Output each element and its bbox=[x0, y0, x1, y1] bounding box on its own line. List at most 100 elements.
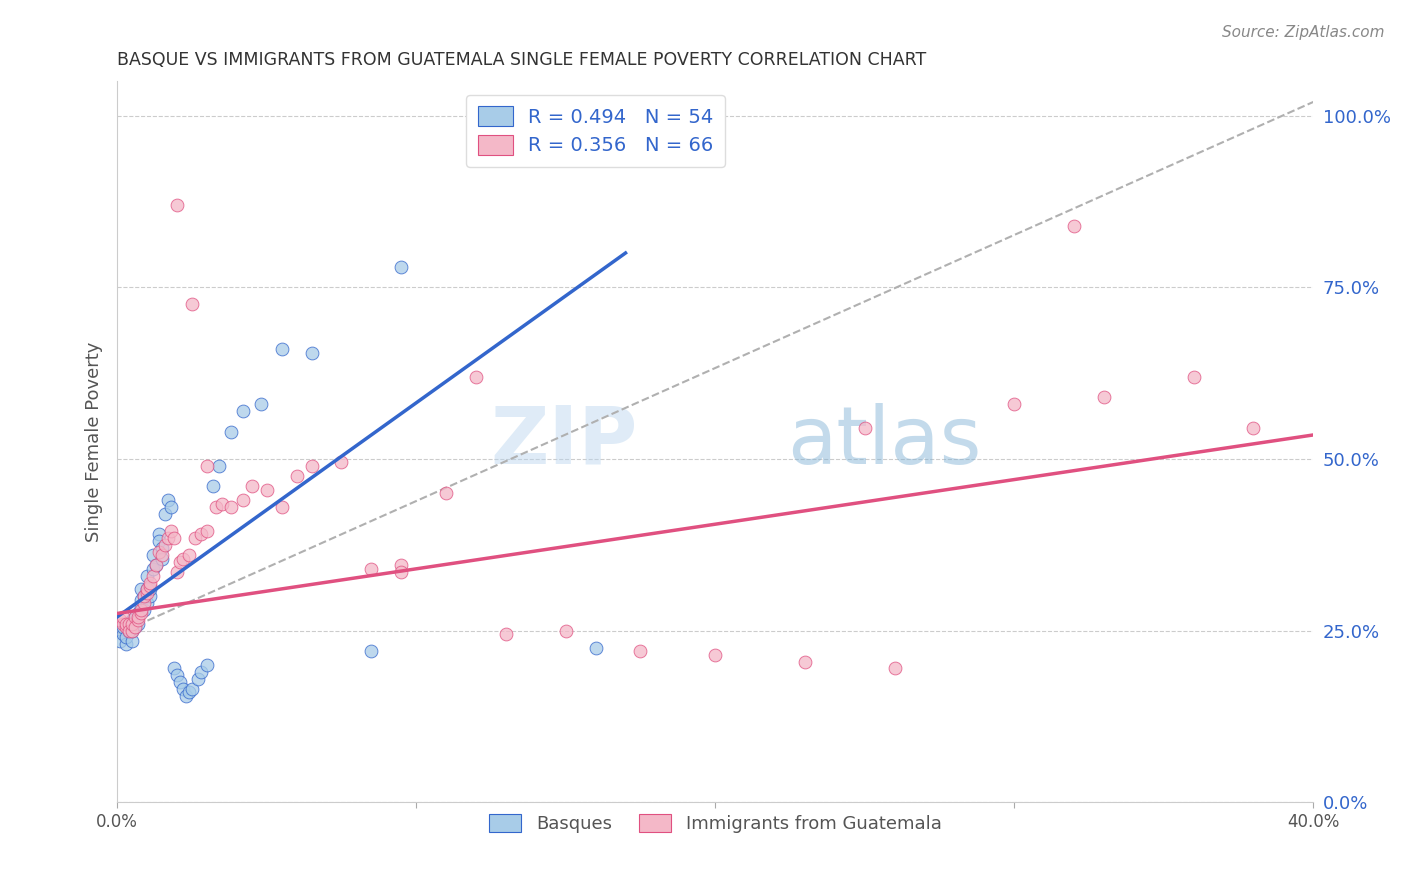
Point bbox=[285, 469, 308, 483]
Point bbox=[121, 613, 143, 627]
Point bbox=[129, 603, 152, 617]
Point bbox=[585, 640, 607, 655]
Point bbox=[145, 558, 167, 573]
Point bbox=[195, 657, 218, 672]
Point bbox=[195, 458, 218, 473]
Point bbox=[145, 558, 167, 573]
Point bbox=[136, 568, 159, 582]
Point bbox=[115, 637, 138, 651]
Point bbox=[153, 538, 176, 552]
Point bbox=[389, 558, 412, 573]
Point bbox=[118, 616, 141, 631]
Y-axis label: Single Female Poverty: Single Female Poverty bbox=[86, 342, 103, 542]
Point bbox=[219, 500, 242, 514]
Point bbox=[157, 531, 180, 545]
Point bbox=[184, 531, 207, 545]
Point bbox=[360, 644, 382, 658]
Point bbox=[132, 603, 155, 617]
Point bbox=[157, 493, 180, 508]
Point bbox=[169, 675, 191, 690]
Point bbox=[139, 589, 162, 603]
Point bbox=[127, 613, 149, 627]
Point bbox=[190, 665, 212, 679]
Point bbox=[301, 458, 323, 473]
Point bbox=[124, 610, 146, 624]
Point bbox=[118, 624, 141, 638]
Text: BASQUE VS IMMIGRANTS FROM GUATEMALA SINGLE FEMALE POVERTY CORRELATION CHART: BASQUE VS IMMIGRANTS FROM GUATEMALA SING… bbox=[117, 51, 927, 69]
Point bbox=[211, 497, 233, 511]
Point bbox=[136, 582, 159, 597]
Point bbox=[148, 544, 170, 558]
Point bbox=[465, 369, 488, 384]
Point bbox=[177, 548, 200, 562]
Point bbox=[187, 672, 209, 686]
Point bbox=[1182, 369, 1205, 384]
Point bbox=[195, 524, 218, 538]
Point bbox=[166, 566, 188, 580]
Point bbox=[160, 524, 183, 538]
Point bbox=[129, 607, 152, 621]
Text: atlas: atlas bbox=[787, 403, 981, 481]
Point bbox=[1063, 219, 1085, 233]
Point bbox=[160, 500, 183, 514]
Point bbox=[389, 566, 412, 580]
Point bbox=[112, 616, 135, 631]
Point bbox=[232, 404, 254, 418]
Point bbox=[256, 483, 278, 497]
Text: Source: ZipAtlas.com: Source: ZipAtlas.com bbox=[1222, 25, 1385, 40]
Point bbox=[181, 297, 204, 311]
Point bbox=[208, 458, 231, 473]
Point bbox=[177, 685, 200, 699]
Point bbox=[172, 551, 194, 566]
Point bbox=[121, 624, 143, 638]
Point bbox=[115, 616, 138, 631]
Point bbox=[118, 624, 141, 638]
Point bbox=[136, 596, 159, 610]
Point bbox=[129, 592, 152, 607]
Point bbox=[166, 198, 188, 212]
Point bbox=[172, 681, 194, 696]
Point bbox=[148, 527, 170, 541]
Point bbox=[121, 616, 143, 631]
Point bbox=[174, 689, 197, 703]
Point bbox=[124, 620, 146, 634]
Point bbox=[124, 620, 146, 634]
Point bbox=[142, 562, 165, 576]
Point bbox=[249, 397, 271, 411]
Point bbox=[1243, 421, 1265, 435]
Text: ZIP: ZIP bbox=[491, 403, 637, 481]
Point bbox=[127, 607, 149, 621]
Point bbox=[853, 421, 876, 435]
Point bbox=[136, 582, 159, 597]
Point bbox=[136, 586, 159, 600]
Point bbox=[153, 507, 176, 521]
Point bbox=[132, 596, 155, 610]
Point bbox=[201, 479, 224, 493]
Point bbox=[190, 527, 212, 541]
Point bbox=[330, 455, 353, 469]
Point bbox=[434, 486, 457, 500]
Point bbox=[112, 627, 135, 641]
Point bbox=[205, 500, 228, 514]
Point bbox=[148, 534, 170, 549]
Point bbox=[389, 260, 412, 274]
Point bbox=[132, 589, 155, 603]
Point bbox=[115, 620, 138, 634]
Point bbox=[115, 631, 138, 645]
Point bbox=[181, 681, 204, 696]
Point bbox=[139, 582, 162, 597]
Point bbox=[129, 582, 152, 597]
Point bbox=[142, 548, 165, 562]
Point bbox=[219, 425, 242, 439]
Point bbox=[150, 541, 173, 556]
Point bbox=[112, 610, 135, 624]
Point bbox=[121, 634, 143, 648]
Point bbox=[127, 610, 149, 624]
Point bbox=[360, 562, 382, 576]
Point bbox=[112, 620, 135, 634]
Point bbox=[704, 648, 727, 662]
Point bbox=[554, 624, 576, 638]
Point bbox=[794, 655, 817, 669]
Point bbox=[301, 345, 323, 359]
Point bbox=[166, 668, 188, 682]
